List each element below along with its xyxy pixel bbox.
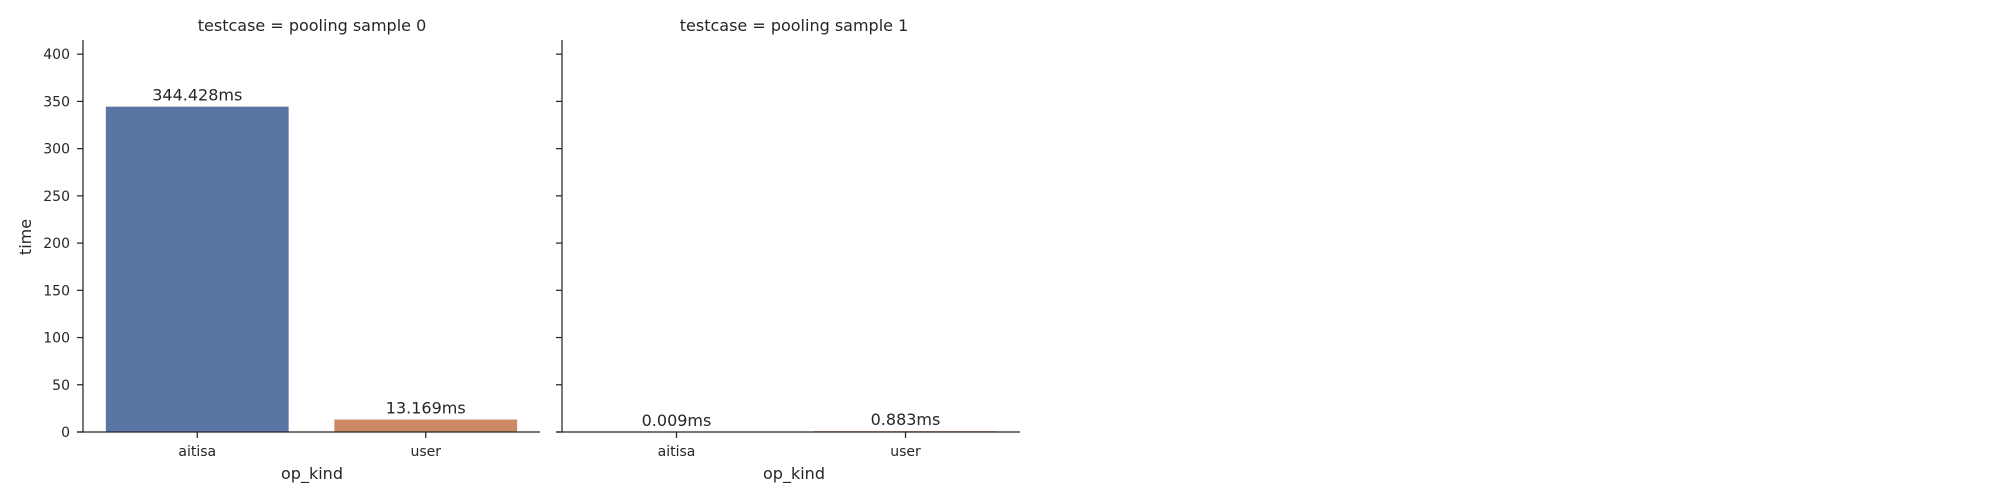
bar-value-label: 0.009ms	[642, 411, 712, 430]
x-axis: aitisa user	[77, 431, 540, 460]
y-tick-label: 100	[43, 331, 70, 347]
y-tick-label: 0	[61, 425, 70, 441]
x-axis-title: op_kind	[281, 464, 343, 484]
x-tick-label: user	[890, 444, 921, 460]
bar-labels: 0.009ms 0.883ms	[642, 410, 941, 430]
x-axis-title: op_kind	[763, 464, 825, 484]
panel-pooling-sample-1: testcase = pooling sample 1 op_kind 0.00…	[556, 16, 1020, 484]
bar-value-label: 0.883ms	[871, 410, 941, 429]
panel-pooling-sample-0: testcase = pooling sample 0 time op_kind…	[16, 16, 540, 484]
bar-labels: 344.428ms 13.169ms	[152, 86, 466, 418]
x-tick-label: aitisa	[178, 444, 216, 460]
bars	[105, 106, 518, 432]
y-tick-label: 300	[43, 142, 70, 158]
bar-value-label: 13.169ms	[386, 399, 466, 418]
panel-title: testcase = pooling sample 1	[680, 16, 909, 35]
x-tick-label: user	[410, 444, 441, 460]
panel-title: testcase = pooling sample 0	[198, 16, 427, 35]
y-axis	[556, 40, 563, 433]
bar-user	[334, 419, 518, 432]
y-axis-title: time	[16, 219, 35, 255]
x-axis: aitisa user	[556, 431, 1020, 460]
bar-value-label: 344.428ms	[152, 86, 242, 105]
y-tick-label: 50	[52, 378, 70, 394]
y-tick-label: 350	[43, 94, 70, 110]
y-tick-label: 400	[43, 47, 70, 63]
y-tick-label: 200	[43, 236, 70, 252]
x-tick-label: aitisa	[658, 444, 696, 460]
y-tick-label: 250	[43, 189, 70, 205]
y-axis: 0 50 100 150 200 250 300 350 400	[43, 40, 84, 441]
bar-aitisa	[105, 106, 289, 432]
y-tick-label: 150	[43, 283, 70, 299]
